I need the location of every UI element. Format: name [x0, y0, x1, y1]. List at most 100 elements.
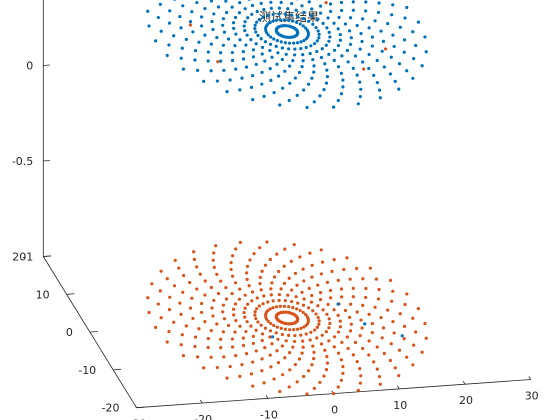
series-2-point	[178, 301, 182, 305]
series-2-point	[226, 323, 231, 328]
series-1-point	[269, 78, 273, 82]
series-1-point	[325, 75, 330, 79]
series-1-point	[336, 43, 341, 48]
series-2-point	[248, 258, 252, 262]
series-1-point	[393, 79, 397, 83]
series-2-point	[308, 251, 312, 255]
series-1-point	[277, 6, 281, 10]
series-1-point	[193, 58, 197, 62]
series-2-point	[172, 320, 176, 324]
x-tick-mark	[265, 395, 269, 399]
series-2-point	[332, 392, 336, 396]
series-1-point	[341, 78, 345, 82]
series-2-point	[315, 325, 319, 329]
series-1-point	[311, 58, 315, 62]
series-1-point	[318, 94, 322, 98]
series-2-point	[252, 252, 256, 256]
series-2-point	[268, 353, 272, 357]
series-2-point	[268, 257, 272, 262]
series-2-point	[168, 295, 172, 299]
series-2-point	[302, 279, 306, 283]
series-2-point	[332, 308, 336, 312]
series-2-point	[412, 343, 416, 347]
series-1-point	[306, 19, 311, 23]
series-1-point	[310, 76, 314, 80]
series-2-point	[266, 300, 270, 304]
series-2-point	[257, 304, 261, 308]
series-1-point	[197, 40, 201, 44]
series-2-point	[367, 312, 371, 316]
series-1-point	[402, 38, 407, 42]
series-2-point	[233, 281, 238, 285]
series-2-point	[392, 331, 396, 335]
series-1-point	[309, 44, 313, 48]
series-2-point	[336, 313, 340, 318]
series-2-point	[327, 339, 331, 343]
series-2-point	[214, 244, 218, 248]
series-1-point	[347, 29, 352, 33]
series-2-point	[305, 315, 309, 319]
series-2-point	[341, 371, 345, 376]
data-points	[146, 0, 428, 396]
series-1-point	[411, 76, 415, 80]
series-2-point	[388, 358, 392, 363]
series-2-point	[347, 315, 352, 319]
series-1-point	[372, 73, 376, 77]
series-2-point	[224, 285, 228, 290]
series-1-point	[221, 43, 225, 47]
series-2-point	[319, 342, 324, 346]
series-2-point	[263, 346, 267, 350]
series-1-point	[231, 21, 236, 25]
series-2-point	[230, 345, 235, 349]
misclassified-point	[383, 47, 388, 51]
series-2-point	[216, 291, 221, 296]
series-1-point	[341, 85, 345, 89]
series-2-point	[229, 260, 233, 265]
series-2-point	[244, 329, 248, 334]
series-2-point	[244, 352, 249, 356]
series-1-point	[310, 7, 314, 11]
series-1-point	[351, 66, 355, 70]
series-1-point	[294, 8, 298, 12]
series-2-point	[397, 348, 402, 352]
series-2-point	[283, 356, 287, 360]
series-1-point	[263, 59, 267, 63]
series-2-point	[336, 330, 341, 334]
series-2-point	[332, 258, 336, 262]
series-2-point	[330, 269, 334, 273]
series-1-point	[225, 90, 229, 94]
series-1-point	[318, 4, 323, 8]
series-2-point	[260, 357, 264, 361]
series-1-point	[302, 10, 306, 15]
series-1-point	[232, 26, 236, 30]
series-1-point	[154, 39, 158, 43]
series-2-point	[397, 374, 401, 378]
series-2-point	[272, 275, 277, 279]
series-1-point	[203, 33, 207, 37]
series-2-point	[353, 340, 358, 345]
series-2-point	[327, 317, 331, 321]
series-2-point	[325, 361, 330, 365]
misclassified-point	[324, 1, 328, 5]
series-2-point	[329, 296, 333, 300]
series-2-point	[311, 309, 315, 313]
series-1-point	[184, 37, 188, 41]
series-2-point	[158, 289, 162, 293]
series-2-point	[209, 329, 213, 333]
series-1-point	[191, 30, 195, 34]
series-2-point	[192, 257, 197, 261]
series-2-point	[302, 325, 306, 329]
series-2-point	[349, 302, 353, 306]
series-2-point	[243, 293, 247, 297]
series-2-point	[304, 332, 308, 336]
series-2-point	[206, 345, 210, 350]
series-2-point	[370, 321, 374, 326]
series-1-point	[379, 29, 383, 33]
series-1-point	[309, 13, 314, 18]
y-tick-label: -10	[78, 364, 96, 377]
series-1-point	[351, 8, 355, 12]
series-1-point	[259, 1, 263, 5]
series-2-point	[324, 330, 328, 334]
series-2-point	[200, 310, 204, 315]
series-2-point	[203, 320, 207, 324]
